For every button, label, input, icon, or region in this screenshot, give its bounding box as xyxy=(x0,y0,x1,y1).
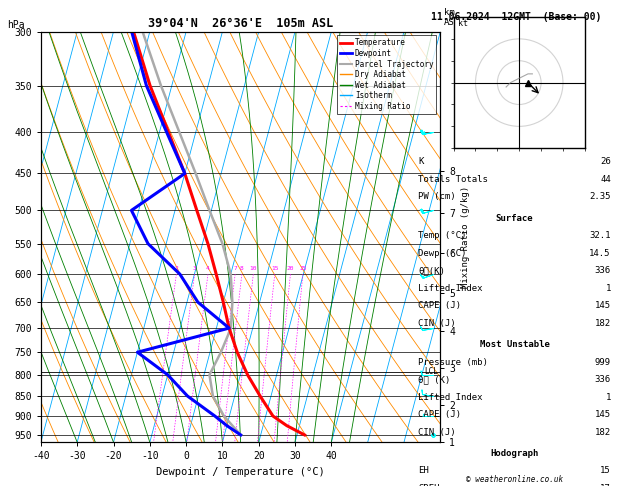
Text: 10: 10 xyxy=(250,266,257,271)
Text: 336: 336 xyxy=(594,266,611,275)
Text: θᴄ (K): θᴄ (K) xyxy=(418,375,450,384)
Text: 2.35: 2.35 xyxy=(589,192,611,201)
Text: Temp (°C): Temp (°C) xyxy=(418,231,467,240)
Text: 999: 999 xyxy=(594,358,611,366)
Text: 44: 44 xyxy=(600,175,611,184)
Text: PW (cm): PW (cm) xyxy=(418,192,456,201)
Text: 145: 145 xyxy=(594,301,611,310)
Legend: Temperature, Dewpoint, Parcel Trajectory, Dry Adiabat, Wet Adiabat, Isotherm, Mi: Temperature, Dewpoint, Parcel Trajectory… xyxy=(337,35,437,114)
Text: Surface: Surface xyxy=(496,214,533,223)
Y-axis label: Mixing Ratio (g/kg): Mixing Ratio (g/kg) xyxy=(461,186,470,288)
Text: Hodograph: Hodograph xyxy=(491,449,538,458)
Text: 2: 2 xyxy=(174,266,178,271)
Text: 8: 8 xyxy=(240,266,244,271)
Text: EH: EH xyxy=(418,467,429,475)
Text: 15: 15 xyxy=(600,467,611,475)
Text: Dewp (°C): Dewp (°C) xyxy=(418,249,467,258)
Text: 182: 182 xyxy=(594,428,611,436)
Text: 1: 1 xyxy=(605,393,611,401)
Text: CIN (J): CIN (J) xyxy=(418,428,456,436)
Text: © weatheronline.co.uk: © weatheronline.co.uk xyxy=(466,474,563,484)
Text: Totals Totals: Totals Totals xyxy=(418,175,488,184)
Text: K: K xyxy=(418,157,424,166)
Text: 15: 15 xyxy=(271,266,279,271)
Text: kt: kt xyxy=(458,19,468,28)
Text: 26: 26 xyxy=(600,157,611,166)
Text: km
ASL: km ASL xyxy=(444,8,460,28)
Text: 14.5: 14.5 xyxy=(589,249,611,258)
Text: 182: 182 xyxy=(594,319,611,328)
Text: SREH: SREH xyxy=(418,484,440,486)
Text: 7: 7 xyxy=(233,266,237,271)
Text: CIN (J): CIN (J) xyxy=(418,319,456,328)
Text: 3: 3 xyxy=(192,266,196,271)
Text: LCL: LCL xyxy=(425,367,438,376)
Text: 145: 145 xyxy=(594,410,611,419)
Text: 1: 1 xyxy=(605,284,611,293)
Text: 20: 20 xyxy=(287,266,294,271)
Title: 39°04'N  26°36'E  105m ASL: 39°04'N 26°36'E 105m ASL xyxy=(148,17,333,31)
Text: 25: 25 xyxy=(299,266,306,271)
Text: 17: 17 xyxy=(600,484,611,486)
Text: Lifted Index: Lifted Index xyxy=(418,393,483,401)
Text: Lifted Index: Lifted Index xyxy=(418,284,483,293)
Text: Pressure (mb): Pressure (mb) xyxy=(418,358,488,366)
Text: hPa: hPa xyxy=(7,19,25,30)
Text: 4: 4 xyxy=(206,266,210,271)
Text: 32.1: 32.1 xyxy=(589,231,611,240)
Text: 336: 336 xyxy=(594,375,611,384)
Text: Most Unstable: Most Unstable xyxy=(479,340,550,349)
Text: CAPE (J): CAPE (J) xyxy=(418,410,461,419)
X-axis label: Dewpoint / Temperature (°C): Dewpoint / Temperature (°C) xyxy=(156,467,325,477)
Text: θᴄ(K): θᴄ(K) xyxy=(418,266,445,275)
Text: CAPE (J): CAPE (J) xyxy=(418,301,461,310)
Text: 11.06.2024  12GMT  (Base: 00): 11.06.2024 12GMT (Base: 00) xyxy=(431,12,601,22)
